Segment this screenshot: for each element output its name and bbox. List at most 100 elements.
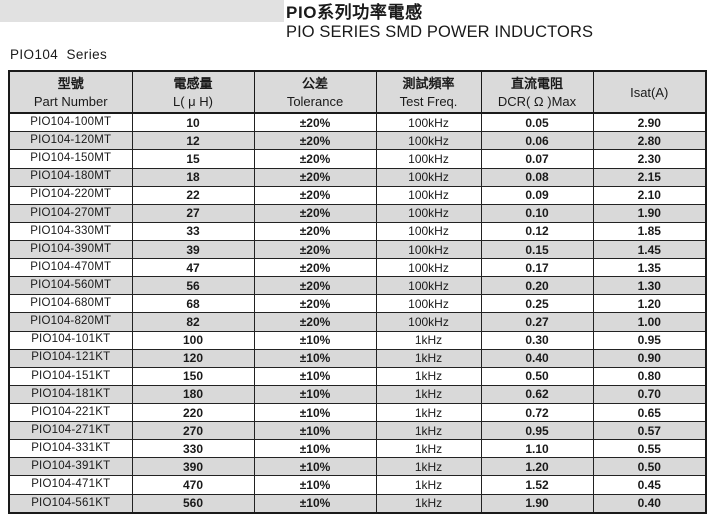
spec-table-wrapper: 型號 Part Number 電感量 L( μ H) 公差 Tolerance 測試頻率 Te… xyxy=(8,70,707,514)
table-cell: 330 xyxy=(131,439,255,459)
table-cell: 150 xyxy=(131,366,255,386)
table-cell: PIO104-561KT xyxy=(8,493,133,514)
table-cell: 1.45 xyxy=(592,239,707,260)
table-cell: 0.15 xyxy=(480,239,594,260)
table-cell: 18 xyxy=(131,167,255,187)
table-cell: ±20% xyxy=(253,312,377,332)
table-cell: 1.52 xyxy=(480,475,594,495)
table-cell: PIO104-560MT xyxy=(8,276,133,296)
table-cell: ±20% xyxy=(253,185,377,205)
table-cell: 100kHz xyxy=(375,185,482,205)
table-cell: ±10% xyxy=(253,493,377,514)
table-cell: PIO104-390MT xyxy=(8,239,133,260)
table-cell: 10 xyxy=(131,112,255,133)
table-cell: PIO104-331KT xyxy=(8,439,133,459)
page-title-zh: PIO系列功率電感 xyxy=(286,3,423,22)
title-block: PIO系列功率電感 PIO SERIES SMD POWER INDUCTORS xyxy=(286,2,593,41)
table-cell: PIO104-151KT xyxy=(8,366,133,386)
table-row: PIO104-561KT 560 ±10% 1kHz 1.90 0.40 xyxy=(8,493,707,514)
table-cell: ±10% xyxy=(253,421,377,441)
table-cell: ±10% xyxy=(253,402,377,423)
table-cell: 1.85 xyxy=(592,221,707,241)
table-cell: ±20% xyxy=(253,276,377,296)
table-cell: 0.80 xyxy=(592,366,707,386)
table-cell: 270 xyxy=(131,421,255,441)
table-row: PIO104-820MT 82 ±20% 100kHz 0.27 1.00 xyxy=(8,312,707,332)
table-cell: ±20% xyxy=(253,167,377,187)
table-cell: 100kHz xyxy=(375,149,482,169)
table-cell: 0.20 xyxy=(480,276,594,296)
series-label: PIO104 Series xyxy=(10,47,108,62)
table-cell: 27 xyxy=(131,203,255,223)
table-cell: 100kHz xyxy=(375,239,482,260)
table-cell: PIO104-471KT xyxy=(8,475,133,495)
table-row: PIO104-560MT 56 ±20% 100kHz 0.20 1.30 xyxy=(8,276,707,296)
inductor-spec-table: 型號 Part Number 電感量 L( μ H) 公差 Tolerance 測試頻率 Te… xyxy=(8,70,707,514)
table-cell: PIO104-271KT xyxy=(8,421,133,441)
table-cell: PIO104-100MT xyxy=(8,112,133,133)
table-cell: PIO104-470MT xyxy=(8,258,133,278)
table-cell: PIO104-221KT xyxy=(8,402,133,423)
table-cell: 68 xyxy=(131,294,255,314)
table-header-row: 型號 Part Number 電感量 L( μ H) 公差 Tolerance 測試頻率 Te… xyxy=(8,70,707,114)
column-header-0: 型號 Part Number xyxy=(8,70,133,114)
table-cell: PIO104-391KT xyxy=(8,457,133,477)
table-cell: 100kHz xyxy=(375,294,482,314)
table-cell: PIO104-120MT xyxy=(8,131,133,151)
table-cell: 1.90 xyxy=(592,203,707,223)
table-cell: ±10% xyxy=(253,475,377,495)
table-cell: PIO104-680MT xyxy=(8,294,133,314)
table-cell: 0.57 xyxy=(592,421,707,441)
table-cell: ±10% xyxy=(253,384,377,404)
table-cell: 1kHz xyxy=(375,366,482,386)
table-cell: PIO104-121KT xyxy=(8,348,133,368)
table-cell: ±20% xyxy=(253,258,377,278)
table-cell: 1.00 xyxy=(592,312,707,332)
table-cell: 100kHz xyxy=(375,276,482,296)
table-cell: 0.25 xyxy=(480,294,594,314)
table-cell: 100kHz xyxy=(375,221,482,241)
table-cell: PIO104-820MT xyxy=(8,312,133,332)
table-cell: 100 xyxy=(131,330,255,350)
table-cell: ±20% xyxy=(253,239,377,260)
table-row: PIO104-391KT 390 ±10% 1kHz 1.20 0.50 xyxy=(8,457,707,477)
table-row: PIO104-390MT 39 ±20% 100kHz 0.15 1.45 xyxy=(8,239,707,260)
table-cell: 0.55 xyxy=(592,439,707,459)
table-row: PIO104-221KT 220 ±10% 1kHz 0.72 0.65 xyxy=(8,402,707,423)
table-cell: 560 xyxy=(131,493,255,514)
table-cell: 390 xyxy=(131,457,255,477)
table-cell: PIO104-270MT xyxy=(8,203,133,223)
table-cell: 1kHz xyxy=(375,402,482,423)
table-cell: PIO104-181KT xyxy=(8,384,133,404)
column-header-5: Isat(A) xyxy=(592,70,707,114)
table-cell: 1.35 xyxy=(592,258,707,278)
table-cell: 0.95 xyxy=(480,421,594,441)
table-cell: 0.40 xyxy=(592,493,707,514)
table-cell: 2.15 xyxy=(592,167,707,187)
table-cell: 0.09 xyxy=(480,185,594,205)
table-cell: 0.95 xyxy=(592,330,707,350)
table-cell: 1.90 xyxy=(480,493,594,514)
table-cell: PIO104-330MT xyxy=(8,221,133,241)
table-cell: PIO104-101KT xyxy=(8,330,133,350)
table-cell: 0.06 xyxy=(480,131,594,151)
table-cell: 0.62 xyxy=(480,384,594,404)
table-cell: 100kHz xyxy=(375,167,482,187)
table-cell: 1kHz xyxy=(375,348,482,368)
table-cell: 0.27 xyxy=(480,312,594,332)
table-cell: 1kHz xyxy=(375,384,482,404)
table-cell: ±20% xyxy=(253,221,377,241)
table-row: PIO104-101KT 100 ±10% 1kHz 0.30 0.95 xyxy=(8,330,707,350)
table-cell: 1.30 xyxy=(592,276,707,296)
table-cell: 0.70 xyxy=(592,384,707,404)
table-cell: 2.80 xyxy=(592,131,707,151)
table-cell: ±10% xyxy=(253,330,377,350)
table-cell: 180 xyxy=(131,384,255,404)
table-cell: 2.10 xyxy=(592,185,707,205)
table-cell: 0.30 xyxy=(480,330,594,350)
table-row: PIO104-470MT 47 ±20% 100kHz 0.17 1.35 xyxy=(8,258,707,278)
table-cell: ±10% xyxy=(253,457,377,477)
table-cell: ±10% xyxy=(253,348,377,368)
table-cell: 0.10 xyxy=(480,203,594,223)
